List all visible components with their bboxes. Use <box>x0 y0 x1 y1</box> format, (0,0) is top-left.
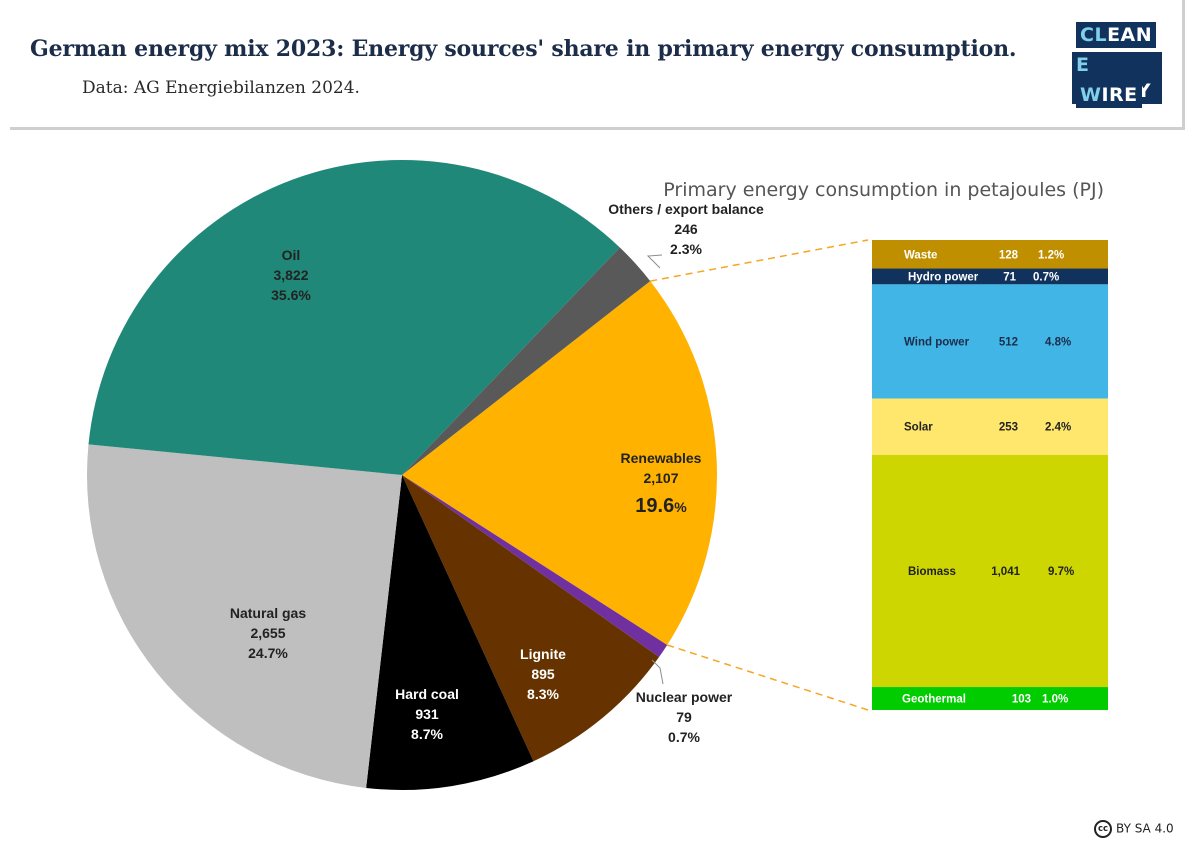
logo-word-wire: WIRE <box>1076 82 1142 108</box>
stack-segment-solar <box>872 398 1108 455</box>
stack-segment-biomass <box>872 454 1108 688</box>
stack-pct-hydro-power: 0.7% <box>1033 272 1059 284</box>
stack-segment-waste <box>872 240 1108 269</box>
pie-label-natural-gas: Natural gas 2,655 24.7% <box>230 605 306 661</box>
stack-pct-solar: 2.4% <box>1045 422 1071 434</box>
stack-pct-geothermal: 1.0% <box>1042 694 1068 706</box>
pie-label-others-export-balance: Others / export balance 246 2.3% <box>608 201 764 257</box>
stack-value-biomass: 1,041 <box>991 566 1020 578</box>
pie-slice-lignite <box>402 475 660 762</box>
pie-slice-natural-gas <box>86 444 402 788</box>
stack-title: Primary energy consumption in petajoules… <box>663 179 1104 201</box>
stack-label-hydro-power: Hydro power <box>908 272 979 284</box>
stack-label-biomass: Biomass <box>908 566 956 578</box>
cc-icon: cc <box>1094 820 1112 838</box>
leader-line-nuclear <box>651 659 664 685</box>
pie-slice-oil <box>88 159 620 475</box>
stack-segment-geothermal <box>872 687 1108 710</box>
license-text: BY SA 4.0 <box>1116 821 1174 836</box>
stack-pct-biomass: 9.7% <box>1048 566 1074 578</box>
pie-label-hard-coal: Hard coal 931 8.7% <box>395 686 459 742</box>
stack-label-waste: Waste <box>904 249 937 261</box>
pie-slice-nuclear-power <box>402 475 668 658</box>
logo-word-clean: CLEAN <box>1076 22 1157 48</box>
stack-value-solar: 253 <box>999 422 1018 434</box>
page-title: German energy mix 2023: Energy sources' … <box>30 36 1017 62</box>
stack-label-solar: Solar <box>904 422 933 434</box>
connector-top <box>650 239 869 282</box>
header-banner <box>10 0 1185 130</box>
stack-segment-hydro-power <box>872 268 1108 285</box>
pie-label-lignite: Lignite 895 8.3% <box>520 646 566 702</box>
leader-line-others <box>646 254 663 269</box>
stack-label-wind-power: Wind power <box>904 336 970 348</box>
stack-value-wind-power: 512 <box>999 336 1018 348</box>
stack-pct-wind-power: 4.8% <box>1045 336 1071 348</box>
pie-slice-hard-coal <box>366 475 534 791</box>
stack-segment-wind-power <box>872 284 1108 399</box>
stack-pct-waste: 1.2% <box>1038 249 1064 261</box>
stack-value-geothermal: 103 <box>1012 694 1031 706</box>
pie-label-renewables-pct: 19.6% <box>635 495 687 517</box>
stack-value-hydro-power: 71 <box>1003 272 1016 284</box>
pie-label-oil: Oil 3,822 35.6% <box>271 247 311 303</box>
pie-label-renewables: Renewables 2,107 <box>621 450 702 486</box>
stack-label-geothermal: Geothermal <box>902 694 966 706</box>
pie-slice-renewables <box>402 281 717 645</box>
license-badge: cc BY SA 4.0 <box>1094 820 1174 838</box>
clean-energy-wire-logo: CLEAN ENERGY WIRE <box>1072 22 1164 112</box>
pie-slice-others-export-balance <box>402 247 651 475</box>
page-subtitle: Data: AG Energiebilanzen 2024. <box>82 78 360 98</box>
stack-value-waste: 128 <box>999 249 1019 261</box>
pie-label-nuclear-power: Nuclear power 79 0.7% <box>636 689 733 745</box>
